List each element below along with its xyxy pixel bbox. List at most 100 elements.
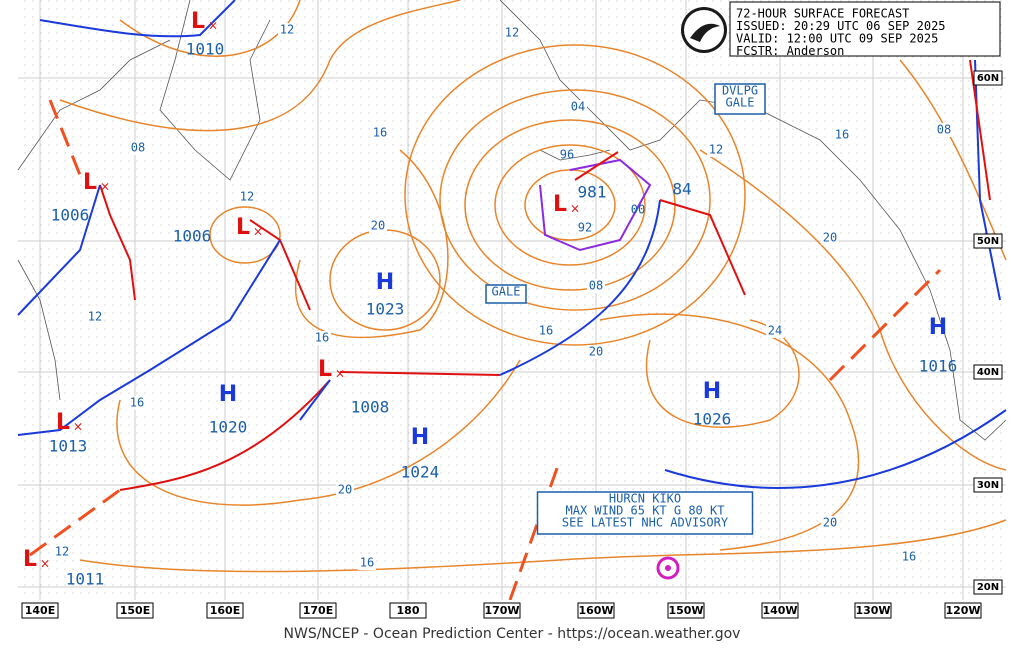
low-x: ×: [100, 180, 110, 194]
low-pressure: 1008: [351, 398, 390, 417]
isobar-label-bg: [935, 123, 953, 137]
isobar-label: 24: [768, 324, 782, 338]
lat-box: [973, 233, 1003, 249]
high-symbol: H: [929, 315, 947, 340]
low-symbol: L: [23, 547, 37, 572]
low-pressure: 981: [578, 183, 607, 202]
longitude-label: 120W: [945, 604, 980, 617]
lon-box: [667, 602, 705, 619]
isobar-label: 12: [240, 190, 254, 204]
high-pressure: 1024: [401, 463, 440, 482]
low-symbol: L: [553, 192, 567, 217]
high-symbol: H: [703, 379, 721, 404]
latitude-label: 60N: [977, 73, 999, 84]
isobar-label-bg: [129, 141, 147, 155]
low-x: ×: [253, 225, 263, 239]
noaa-logo: [681, 7, 727, 53]
low-symbol: L: [56, 410, 70, 435]
latitude-label: 30N: [977, 480, 999, 491]
isobar-label: 04: [571, 100, 585, 114]
isobar-label-bg: [833, 128, 851, 142]
low-pressure: 1010: [186, 40, 225, 59]
longitude-label: 160E: [210, 604, 240, 617]
box-line: GALE: [726, 96, 755, 110]
isobar-label: 20: [823, 231, 837, 245]
lon-box: [761, 602, 799, 619]
isobar-label-bg: [821, 231, 839, 245]
isobar-label: 16: [130, 396, 144, 410]
isobar-label: 08: [131, 141, 145, 155]
isobar-label-bg: [569, 100, 587, 114]
latitude-label: 50N: [977, 236, 999, 247]
isobar-label: 16: [835, 128, 849, 142]
fronts: [17, 0, 1007, 601]
longitude-label: 170W: [484, 604, 519, 617]
high-pressure: 1020: [209, 418, 248, 437]
lon-box: [577, 602, 615, 619]
isobar-label-bg: [900, 550, 918, 564]
isobar-label: 12: [280, 23, 294, 37]
longitude-label: 140W: [762, 604, 797, 617]
isobar-label: 08: [589, 279, 603, 293]
box: [714, 83, 766, 115]
high-symbol: H: [219, 382, 237, 407]
lon-box: [944, 602, 982, 619]
lon-box: [206, 602, 244, 619]
low-x: ×: [208, 19, 218, 33]
isobar-label-bg: [86, 310, 104, 324]
latitude-label: 20N: [977, 582, 999, 593]
coastlines: [17, 0, 1007, 441]
low-symbol: L: [191, 9, 205, 34]
box-line: SEE LATEST NHC ADVISORY: [562, 516, 729, 530]
high-pressure: 1026: [693, 410, 732, 429]
low-x: ×: [570, 202, 580, 216]
lon-box: [299, 602, 337, 619]
lon-box: [21, 602, 59, 619]
isobar-label: 12: [505, 26, 519, 40]
high-symbol: H: [376, 270, 394, 295]
low-pressure: 1006: [173, 227, 212, 246]
box-line: DVLPG: [722, 84, 758, 98]
isobar-label: 16: [360, 556, 374, 570]
low-x: ×: [40, 557, 50, 571]
isobar-label-bg: [371, 126, 389, 140]
longitude-label: 150E: [120, 604, 150, 617]
isobar-label-bg: [369, 219, 387, 233]
isobar-label-bg: [587, 345, 605, 359]
box-line: MAX WIND 65 KT G 80 KT: [566, 504, 725, 518]
pressure-label: 00: [631, 203, 645, 217]
isobar-label-bg: [128, 396, 146, 410]
longitude-label: 180: [397, 604, 420, 617]
lon-box: [389, 602, 427, 619]
isobar-label: 16: [539, 324, 553, 338]
low-symbol: L: [318, 357, 332, 382]
header-line: VALID: 12:00 UTC 09 SEP 2025: [736, 32, 938, 46]
header-box: [729, 1, 1001, 57]
isobar-label: 12: [88, 310, 102, 324]
pressure-label: 84: [672, 180, 691, 199]
header-line: ISSUED: 20:29 UTC 06 SEP 2025: [736, 19, 946, 33]
isobar-label-bg: [358, 556, 376, 570]
isobar-label: 16: [315, 331, 329, 345]
longitude-label: 150W: [668, 604, 703, 617]
isobar-label: 12: [55, 545, 69, 559]
isobar-label-bg: [278, 23, 296, 37]
longitude-label: 130W: [855, 604, 890, 617]
high-pressure: 1023: [366, 300, 405, 319]
isobar-label: 20: [823, 516, 837, 530]
isobar-label-bg: [503, 26, 521, 40]
latitude-label: 40N: [977, 367, 999, 378]
pressure-label: 96: [560, 148, 574, 162]
isobar-label: 16: [902, 550, 916, 564]
low-pressure: 1011: [66, 570, 105, 589]
isobar-label: 20: [338, 483, 352, 497]
longitude-label: 170E: [303, 604, 333, 617]
isobar-label-bg: [336, 483, 354, 497]
isobar-label: 12: [709, 143, 723, 157]
low-symbol: L: [83, 170, 97, 195]
isobar-label-bg: [821, 516, 839, 530]
box-line: GALE: [492, 285, 521, 299]
footer: NWS/NCEP - Ocean Prediction Center - htt…: [284, 626, 741, 642]
isobar-label-bg: [313, 331, 331, 345]
